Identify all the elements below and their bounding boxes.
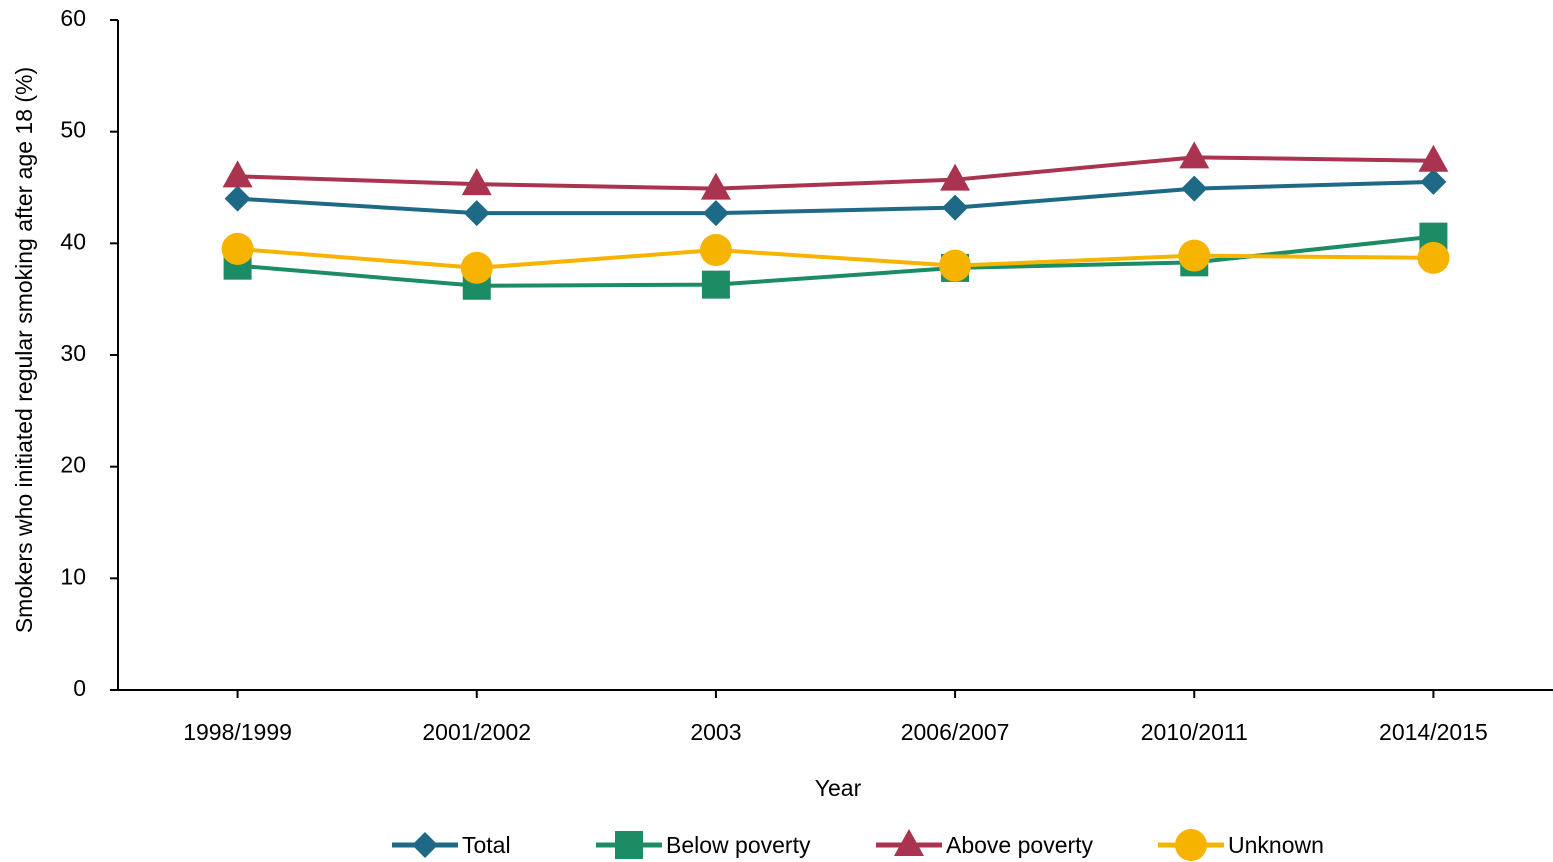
marker xyxy=(460,251,493,284)
y-tick-label: 50 xyxy=(60,117,86,143)
series-line xyxy=(237,246,1434,270)
legend-label: Total xyxy=(462,832,511,858)
x-axis-label: Year xyxy=(815,775,862,801)
y-tick-label: 30 xyxy=(60,340,86,366)
series-line xyxy=(237,155,1434,191)
legend-marker xyxy=(894,829,924,856)
y-tick-label: 20 xyxy=(60,452,86,478)
marker xyxy=(1417,241,1450,274)
marker xyxy=(702,200,729,227)
legend-label: Unknown xyxy=(1228,832,1324,858)
marker xyxy=(224,185,251,212)
legend-marker xyxy=(1175,829,1207,861)
marker xyxy=(1181,175,1208,202)
marker xyxy=(699,234,732,267)
marker xyxy=(1420,168,1447,195)
marker xyxy=(1418,144,1449,172)
marker xyxy=(942,194,969,221)
legend-marker xyxy=(615,831,643,859)
legend-label: Below poverty xyxy=(666,832,811,858)
y-tick-label: 0 xyxy=(73,675,86,701)
y-tick-label: 60 xyxy=(60,5,86,31)
y-tick-label: 40 xyxy=(60,228,86,254)
marker xyxy=(463,200,490,227)
marker xyxy=(701,270,730,299)
marker xyxy=(222,160,253,188)
x-tick-label: 2014/2015 xyxy=(1379,719,1488,745)
marker xyxy=(221,232,254,265)
marker xyxy=(700,172,731,200)
y-tick-label: 10 xyxy=(60,563,86,589)
marker xyxy=(461,168,492,196)
legend-label: Above poverty xyxy=(946,832,1094,858)
marker xyxy=(940,163,971,191)
y-axis-label: Smokers who initiated regular smoking af… xyxy=(11,67,37,633)
x-tick-label: 2010/2011 xyxy=(1141,719,1248,745)
series-line xyxy=(237,179,1434,216)
series-line xyxy=(237,234,1434,288)
x-tick-label: 1998/1999 xyxy=(183,719,292,745)
x-tick-label: 2001/2002 xyxy=(422,719,531,745)
legend-marker xyxy=(412,832,438,858)
x-tick-label: 2003 xyxy=(690,719,741,745)
x-tick-label: 2006/2007 xyxy=(901,719,1010,745)
marker xyxy=(1179,141,1210,169)
marker xyxy=(1178,239,1211,272)
marker xyxy=(939,249,972,282)
